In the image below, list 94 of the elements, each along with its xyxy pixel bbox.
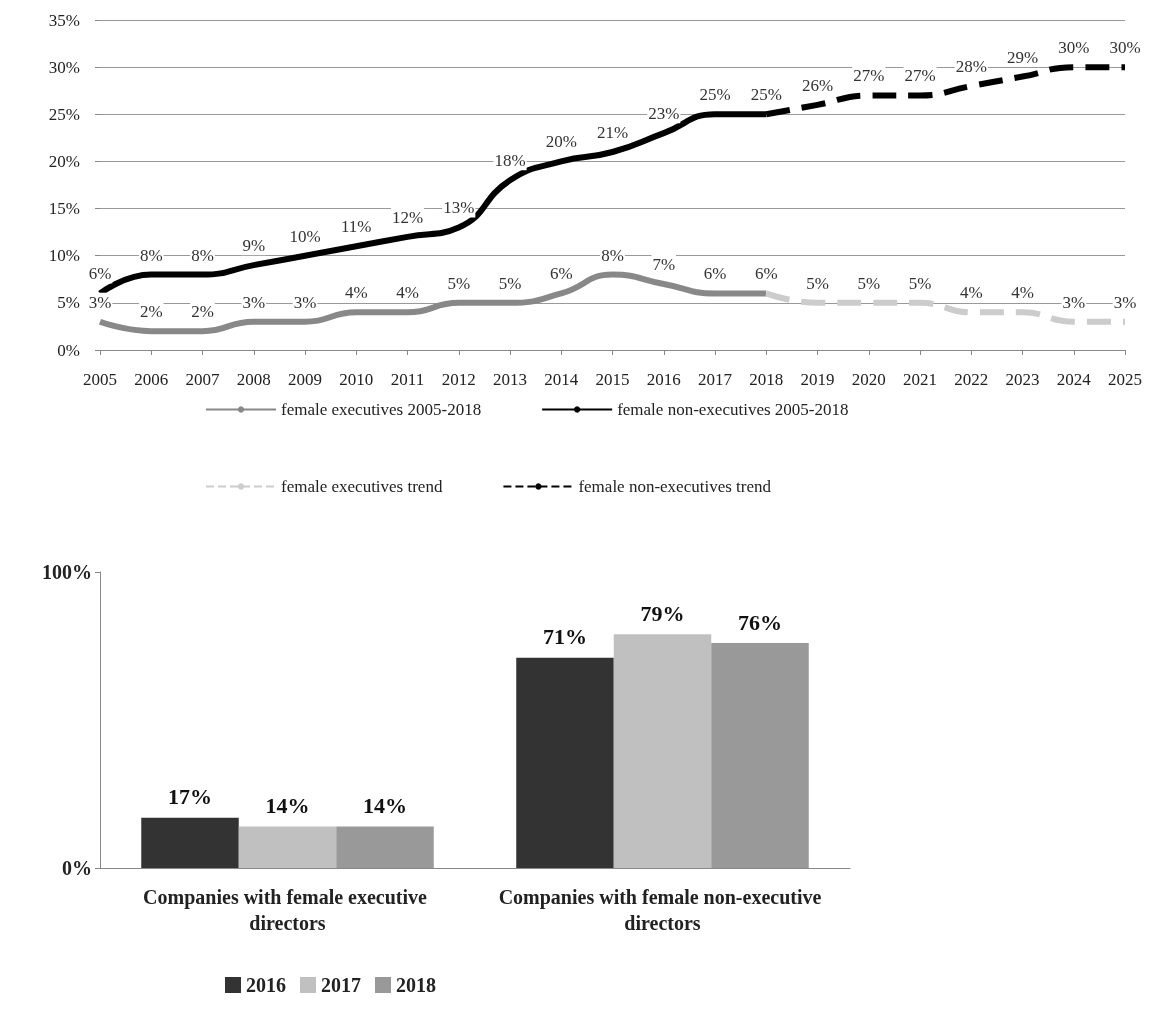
data-label: 5% (908, 273, 932, 293)
data-label: 21% (596, 123, 629, 142)
data-label: 30% (1109, 38, 1141, 58)
x-tick-label: 2022 (954, 369, 989, 389)
data-label: 8% (601, 245, 624, 265)
data-label: 6% (549, 264, 573, 284)
data-label: 26% (801, 75, 834, 95)
legend-label: female non-executives trend (578, 477, 772, 496)
bar (613, 634, 712, 868)
x-tick-label: 2024 (1056, 369, 1092, 389)
data-label: 14% (265, 793, 310, 819)
x-tick-label: 2013 (493, 369, 527, 389)
bar (336, 826, 434, 868)
y-tick-label: 10% (48, 246, 80, 266)
x-tick-label: 2011 (390, 369, 425, 389)
y-tick-label: 20% (48, 151, 80, 171)
data-label: 71% (543, 624, 587, 650)
data-label: 3% (1113, 292, 1137, 312)
legend-label: female non-executives 2005-2018 (617, 400, 849, 419)
data-label: 2% (191, 302, 214, 322)
x-tick-label: 2016 (646, 369, 681, 389)
data-label: 11% (340, 217, 372, 237)
data-label: 7% (652, 255, 676, 274)
data-label: 18% (494, 151, 526, 171)
y-tick-label: 5% (57, 293, 80, 313)
data-label: 12% (391, 207, 424, 227)
data-label: 79% (640, 600, 685, 626)
x-tick-label: 2012 (441, 369, 476, 389)
data-label: 4% (959, 283, 983, 303)
x-tick-label: 2006 (134, 369, 169, 389)
x-tick-label: 2017 (698, 369, 733, 389)
data-label: 3% (1062, 292, 1086, 312)
y-tick-label: 30% (48, 57, 80, 77)
y-tick-label: 0% (57, 340, 80, 360)
data-label: 30% (1058, 38, 1090, 58)
legend-label: 2018 (396, 974, 436, 996)
data-label: 4% (396, 283, 419, 303)
x-tick-label: 2015 (595, 369, 630, 389)
y-tick-label: 0% (62, 857, 92, 879)
data-label: 3% (88, 292, 112, 312)
x-tick-label: Companies with female non-executive directors (498, 886, 827, 934)
data-label: 4% (344, 283, 368, 303)
data-label: 6% (88, 264, 112, 284)
x-tick-label: 2019 (800, 369, 835, 389)
data-label: 20% (545, 132, 577, 152)
data-label: 25% (699, 85, 731, 105)
x-tick-label: 2007 (185, 369, 220, 389)
data-label: 5% (857, 273, 881, 293)
data-label: 6% (703, 264, 727, 284)
x-tick-label: 2010 (339, 369, 374, 389)
data-label: 8% (191, 245, 214, 265)
data-label: 4% (1011, 283, 1034, 303)
x-tick-label: 2021 (903, 369, 937, 389)
data-label: 6% (754, 264, 778, 284)
x-tick-label: 2005 (83, 369, 117, 389)
data-label: 17% (168, 784, 212, 810)
x-tick-label: 2018 (749, 369, 784, 389)
data-label: 14% (363, 793, 407, 819)
data-label: 25% (750, 85, 782, 105)
legend-label: 2017 (321, 974, 361, 996)
legend-label: female executives 2005-2018 (281, 400, 482, 419)
legend-label: 2016 (246, 974, 286, 996)
x-tick-label: 2025 (1108, 369, 1142, 389)
x-tick-label: 2020 (851, 369, 886, 389)
x-tick-label: 2008 (236, 369, 271, 389)
x-tick-label: Companies with female executive directors (143, 886, 432, 934)
data-label: 27% (904, 66, 936, 86)
data-label: 76% (738, 609, 782, 635)
data-label: 28% (955, 57, 987, 76)
y-tick-label: 25% (48, 104, 80, 124)
bar (711, 643, 809, 868)
data-label: 29% (1006, 47, 1039, 67)
legend-label: female executives trend (281, 477, 443, 496)
data-label: 5% (498, 273, 522, 293)
x-tick-label: 2023 (1005, 369, 1040, 389)
data-label: 13% (443, 198, 475, 218)
bar (141, 817, 239, 868)
data-label: 3% (242, 292, 266, 312)
y-tick-label: 35% (48, 10, 80, 30)
bar (238, 826, 337, 868)
data-label: 2% (139, 302, 163, 322)
y-tick-label: 15% (48, 199, 80, 219)
data-label: 27% (853, 66, 885, 86)
data-label: 3% (293, 292, 317, 312)
data-label: 5% (447, 273, 471, 293)
data-label: 9% (242, 236, 266, 256)
y-tick-label: 100% (42, 561, 92, 583)
x-tick-label: 2014 (544, 369, 579, 389)
x-tick-label: 2009 (288, 369, 322, 389)
data-label: 5% (806, 273, 829, 293)
bar (516, 657, 614, 868)
data-label: 10% (289, 226, 321, 246)
data-label: 23% (648, 104, 680, 124)
data-label: 8% (139, 245, 163, 265)
